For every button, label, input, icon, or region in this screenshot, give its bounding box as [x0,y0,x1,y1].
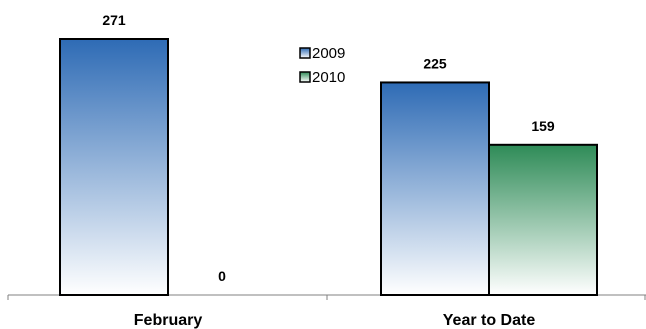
bar-year-to-date-2010 [488,143,598,296]
legend-swatch-2009 [299,47,311,59]
bar-february-2009 [59,38,169,296]
bar-year-to-date-2009 [380,81,490,296]
legend-swatch-2010 [299,71,311,83]
value-label-year-to-date-2010: 159 [531,118,555,134]
legend-label-2009: 2009 [312,45,345,62]
value-labels-group: 271 0 225 159 [102,12,555,284]
value-label-february-2009: 271 [102,12,126,28]
category-label-year-to-date: Year to Date [443,312,536,329]
legend: 2009 2010 [299,45,345,86]
bars-group [59,38,598,296]
category-label-february: February [134,312,203,329]
legend-label-2010: 2010 [312,69,345,86]
value-label-year-to-date-2009: 225 [423,55,447,71]
value-label-february-2010: 0 [218,268,226,284]
